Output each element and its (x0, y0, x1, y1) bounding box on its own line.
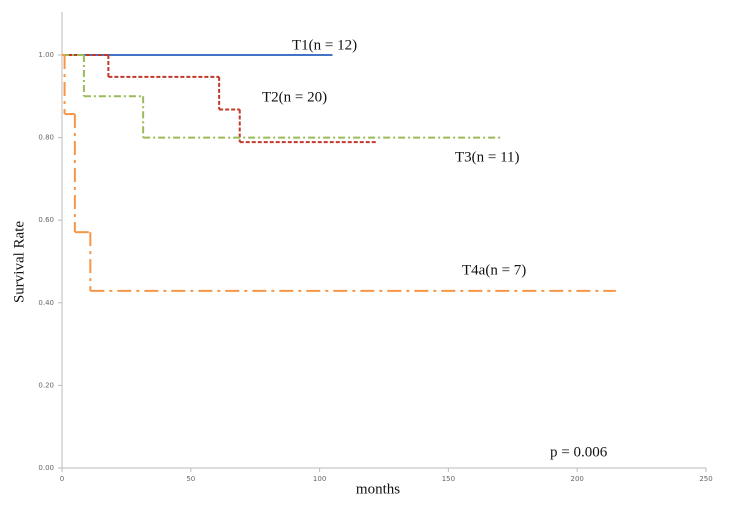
x-tick-label: 100 (313, 475, 326, 483)
x-axis-label: months (356, 481, 400, 497)
x-tick-label: 50 (186, 475, 195, 483)
series-label: T4a(n = 7) (462, 262, 526, 278)
y-tick-label: 0.00 (38, 464, 54, 472)
x-tick-label: 200 (571, 475, 584, 483)
series-label: T1(n = 12) (292, 37, 357, 53)
x-tick-label: 150 (442, 475, 455, 483)
y-tick-label: 0.80 (38, 134, 54, 142)
x-tick-label: 250 (699, 475, 712, 483)
y-tick-label: 1.00 (38, 51, 54, 59)
p-value-annotation: p = 0.006 (550, 444, 608, 460)
series-label: T2(n = 20) (262, 89, 327, 105)
y-tick-label: 0.60 (38, 216, 54, 224)
y-tick-label: 0.20 (38, 381, 54, 389)
series-label: T3(n = 11) (455, 149, 520, 165)
y-axis-label: Survival Rate (11, 221, 27, 303)
x-tick-label: 0 (60, 475, 64, 483)
y-tick-label: 0.40 (38, 299, 54, 307)
